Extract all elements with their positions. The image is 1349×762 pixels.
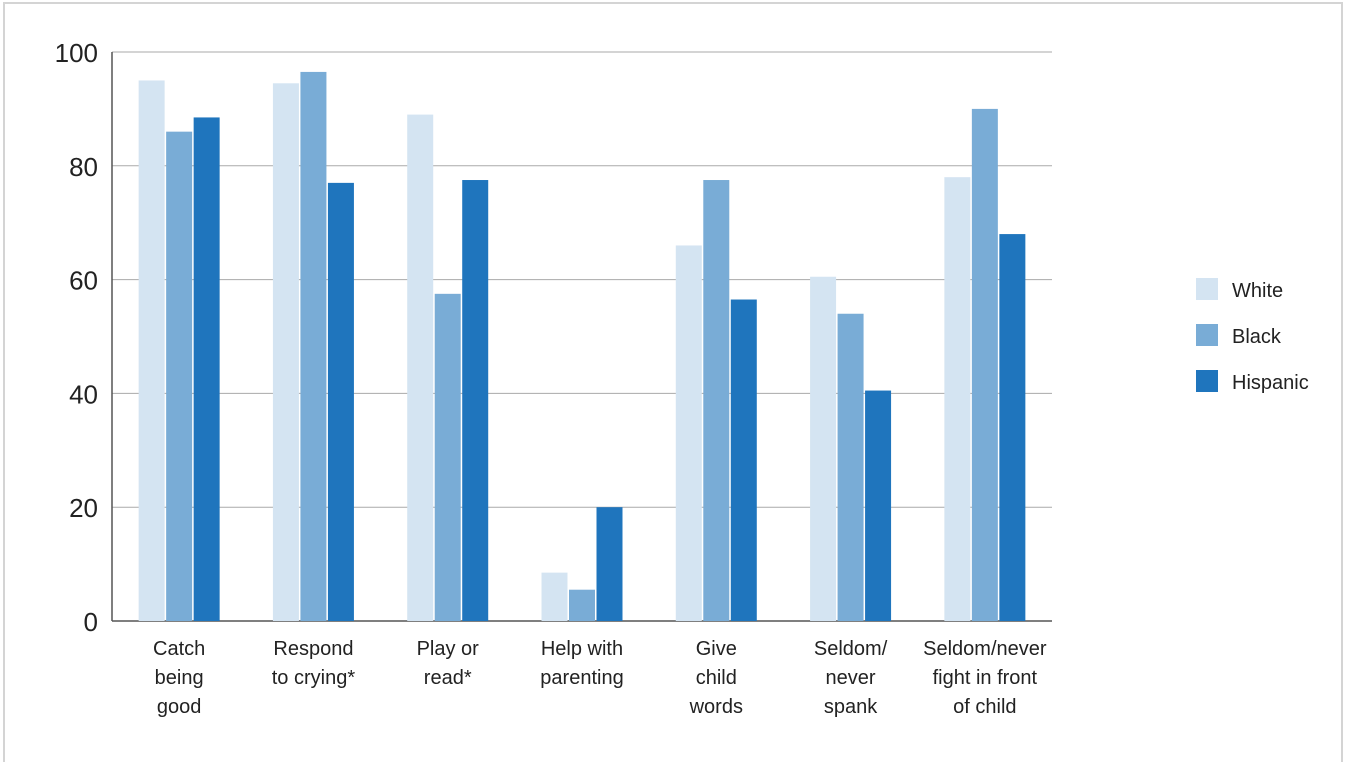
y-axis-ticks: 0 20 40 60 80 100 bbox=[55, 38, 98, 637]
bar-black-4 bbox=[703, 180, 730, 621]
x-category-label: being bbox=[155, 667, 204, 689]
x-category-label: of child bbox=[953, 696, 1016, 718]
bar-black-0 bbox=[166, 131, 193, 621]
x-category-label: Help with bbox=[541, 638, 623, 660]
bar-black-6 bbox=[971, 108, 998, 621]
y-tick-label: 0 bbox=[84, 607, 98, 637]
bar-hispanic-0 bbox=[193, 117, 220, 621]
x-category-label: child bbox=[696, 667, 737, 689]
y-tick-label: 60 bbox=[69, 266, 98, 296]
x-category-label: Respond bbox=[273, 638, 353, 660]
bar-hispanic-6 bbox=[999, 234, 1026, 621]
x-category-label: to crying* bbox=[272, 667, 356, 689]
x-category-label: Seldom/ bbox=[814, 638, 888, 660]
x-category-label: parenting bbox=[540, 667, 623, 689]
bar-hispanic-5 bbox=[865, 390, 892, 621]
legend-swatch-black bbox=[1196, 324, 1218, 346]
legend-label-white: White bbox=[1232, 280, 1283, 302]
legend: White Black Hispanic bbox=[1196, 278, 1309, 394]
y-tick-label: 40 bbox=[69, 379, 98, 409]
bar-white-0 bbox=[138, 80, 165, 621]
bar-hispanic-1 bbox=[327, 182, 354, 621]
legend-label-black: Black bbox=[1232, 326, 1282, 348]
x-category-label: Seldom/never bbox=[923, 638, 1047, 660]
bar-hispanic-4 bbox=[730, 299, 757, 621]
bar-black-3 bbox=[569, 589, 595, 621]
x-category-label: words bbox=[689, 696, 743, 718]
x-category-label: Give bbox=[696, 638, 737, 660]
bar-black-5 bbox=[837, 313, 864, 621]
x-category-label: never bbox=[826, 667, 876, 689]
bar-white-3 bbox=[541, 572, 568, 621]
x-category-label: read* bbox=[424, 667, 472, 689]
bar-white-4 bbox=[675, 245, 702, 621]
x-category-label: spank bbox=[824, 696, 878, 718]
legend-swatch-hispanic bbox=[1196, 370, 1218, 392]
x-category-label: Play or bbox=[417, 638, 480, 660]
y-tick-label: 100 bbox=[55, 38, 98, 68]
bars bbox=[138, 71, 1026, 622]
bar-hispanic-2 bbox=[462, 180, 489, 621]
x-category-label: Catch bbox=[153, 638, 205, 660]
x-category-label: fight in front bbox=[933, 667, 1038, 689]
x-category-label: good bbox=[157, 696, 202, 718]
gridlines bbox=[111, 51, 1052, 622]
chart-frame bbox=[3, 2, 1343, 762]
legend-swatch-white bbox=[1196, 278, 1218, 300]
bar-white-1 bbox=[272, 83, 299, 622]
x-axis-categories: Catch being good Respond to crying* Play or re… bbox=[153, 638, 1047, 718]
bar-hispanic-3 bbox=[596, 507, 623, 621]
legend-label-hispanic: Hispanic bbox=[1232, 372, 1309, 394]
bar-black-1 bbox=[300, 71, 327, 622]
bar-black-2 bbox=[434, 293, 461, 621]
bar-white-6 bbox=[944, 177, 971, 621]
bar-white-5 bbox=[810, 276, 837, 621]
bar-white-2 bbox=[407, 114, 434, 621]
y-tick-label: 20 bbox=[69, 493, 98, 523]
y-tick-label: 80 bbox=[69, 152, 98, 182]
